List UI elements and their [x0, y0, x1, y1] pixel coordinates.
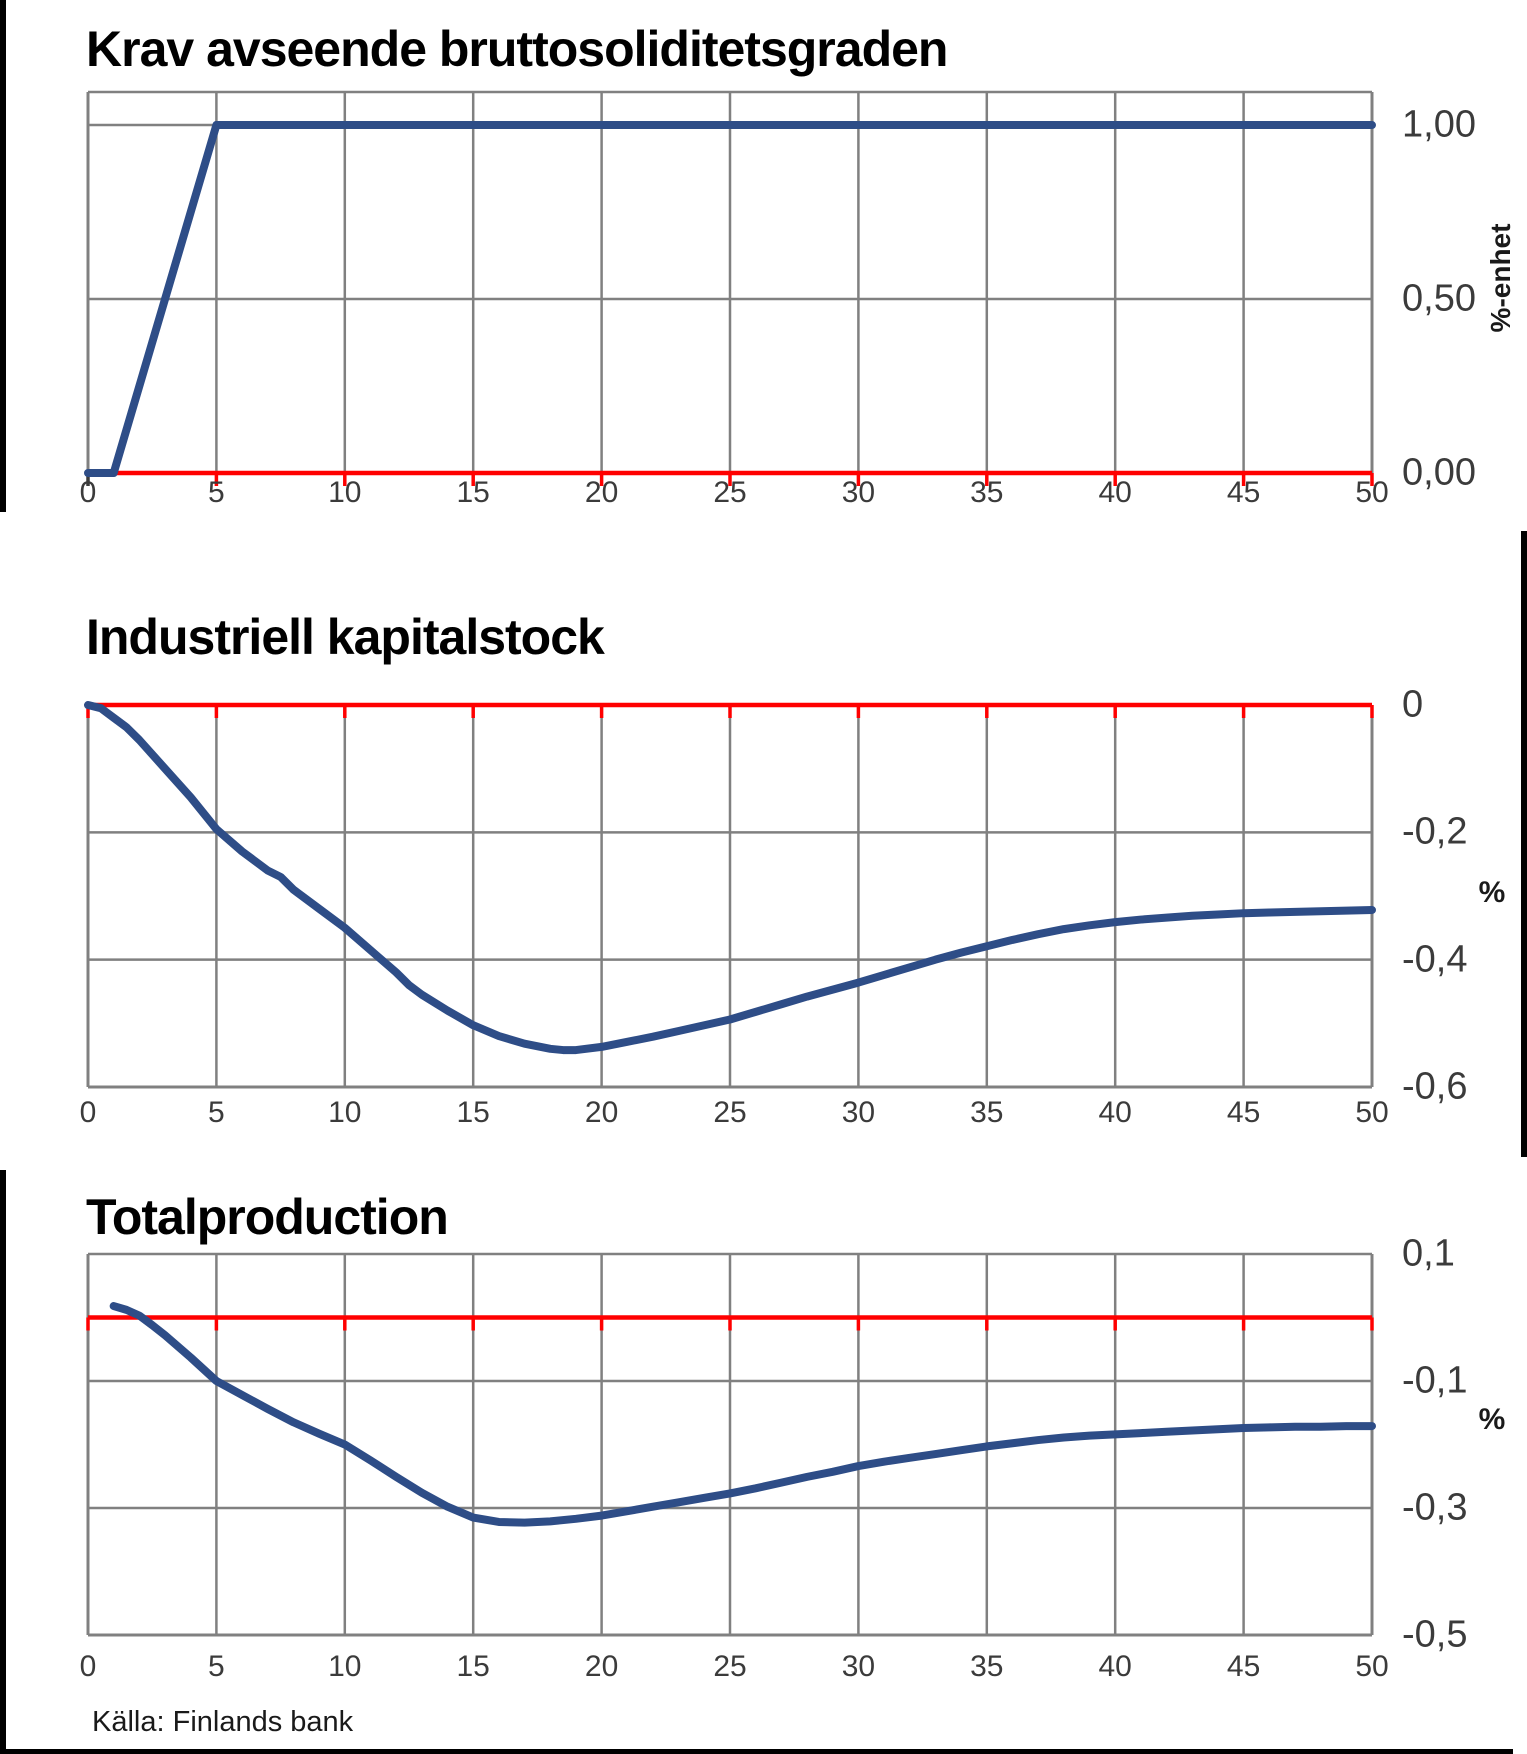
y-tick-label: -0,2	[1402, 810, 1468, 853]
x-tick-label: 40	[1098, 1650, 1132, 1683]
x-tick-label: 50	[1355, 1096, 1389, 1129]
y-tick-label: -0,5	[1402, 1613, 1468, 1656]
chart1-unit-label: %-enhet	[1485, 223, 1516, 333]
y-tick-label: -0,3	[1402, 1486, 1468, 1529]
x-tick-label: 45	[1226, 1650, 1261, 1683]
x-tick-label: 15	[456, 1650, 490, 1683]
x-tick-label: 25	[713, 1650, 747, 1683]
data-curve	[84, 121, 1376, 477]
y-tick-label: 0,00	[1402, 451, 1476, 494]
x-tick-label: 45	[1226, 1096, 1261, 1129]
x-tick-label: 20	[584, 1096, 619, 1129]
chart2-title: Industriell kapitalstock	[86, 609, 605, 665]
chart2-unit-label: %	[1478, 876, 1506, 909]
x-tick-label: 10	[328, 1096, 362, 1129]
source-note: Källa: Finlands bank	[92, 1706, 354, 1738]
x-tick-label: 25	[713, 1096, 747, 1129]
y-tick-label: 0	[1402, 683, 1424, 726]
x-tick-label: 35	[970, 1650, 1004, 1683]
x-tick-label: 35	[970, 1096, 1004, 1129]
y-tick-label: -0,1	[1402, 1359, 1468, 1402]
x-tick-label: 10	[328, 1650, 362, 1683]
x-tick-label: 30	[841, 1650, 876, 1683]
x-tick-label: 15	[456, 476, 490, 509]
chart3-unit-label: %	[1478, 1403, 1506, 1436]
x-tick-label: 25	[713, 476, 747, 509]
chart1-title: Krav avseende bruttosoliditetsgraden	[86, 21, 948, 77]
data-curve	[84, 701, 1376, 1055]
x-tick-label: 20	[584, 476, 619, 509]
y-tick-label: 1,00	[1402, 103, 1476, 146]
x-tick-label: 10	[328, 476, 362, 509]
x-tick-label: 0	[79, 1650, 97, 1683]
chart3-title: Totalproduction	[86, 1189, 449, 1245]
x-tick-label: 50	[1355, 1650, 1389, 1683]
x-tick-label: 50	[1355, 476, 1389, 509]
x-tick-label: 45	[1226, 476, 1261, 509]
y-tick-label: -0,4	[1402, 938, 1468, 981]
page-edge-mark-right	[1521, 531, 1527, 1157]
page-edge-mark-bottom	[0, 1749, 1513, 1754]
x-tick-label: 30	[841, 1096, 876, 1129]
y-tick-label: 0,1	[1402, 1232, 1455, 1275]
x-tick-label: 35	[970, 476, 1004, 509]
x-tick-label: 20	[584, 1650, 619, 1683]
x-tick-label: 40	[1098, 1096, 1132, 1129]
page-edge-mark-top-left	[0, 0, 6, 512]
x-tick-label: 5	[208, 1096, 225, 1129]
x-tick-label: 5	[208, 1650, 225, 1683]
x-tick-label: 15	[456, 1096, 490, 1129]
data-curve	[109, 1302, 1376, 1527]
x-tick-label: 40	[1098, 476, 1132, 509]
x-tick-label: 0	[79, 476, 97, 509]
page-edge-mark-bottom-left	[0, 1170, 6, 1754]
x-tick-label: 30	[841, 476, 876, 509]
x-tick-label: 5	[208, 476, 225, 509]
y-tick-label: -0,6	[1402, 1065, 1468, 1108]
x-tick-label: 0	[79, 1096, 97, 1129]
y-tick-label: 0,50	[1402, 277, 1476, 320]
